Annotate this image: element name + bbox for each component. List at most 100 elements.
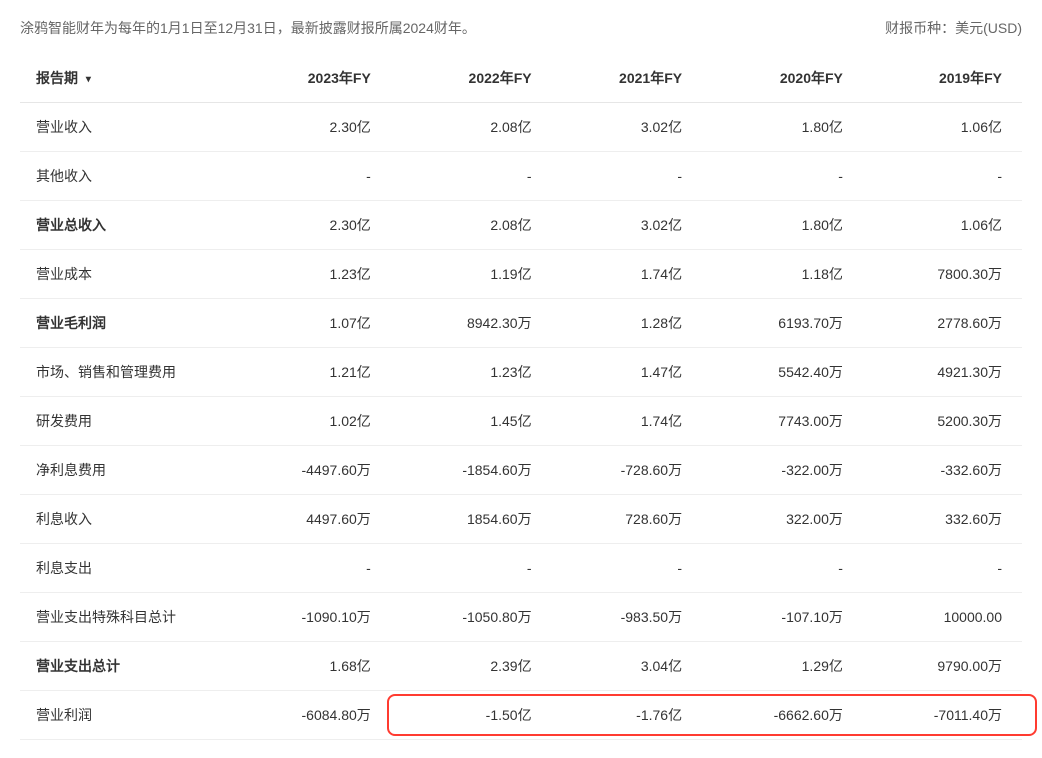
cell-value: -6084.80万 bbox=[230, 691, 391, 740]
table-header-row: 报告期 ▾ 2023年FY 2022年FY 2021年FY 2020年FY 20… bbox=[20, 54, 1022, 103]
cell-value: 7800.30万 bbox=[863, 250, 1022, 299]
cell-value: - bbox=[702, 152, 863, 201]
cell-value: 2.08亿 bbox=[391, 201, 552, 250]
table-row: 其他收入----- bbox=[20, 152, 1022, 201]
column-header: 2019年FY bbox=[863, 54, 1022, 103]
cell-value: 1.06亿 bbox=[863, 103, 1022, 152]
cell-value: - bbox=[230, 544, 391, 593]
table-row: 营业总收入2.30亿2.08亿3.02亿1.80亿1.06亿 bbox=[20, 201, 1022, 250]
currency-value: 美元(USD) bbox=[955, 20, 1022, 36]
cell-value: 4921.30万 bbox=[863, 348, 1022, 397]
cell-value: 2778.60万 bbox=[863, 299, 1022, 348]
cell-value: - bbox=[863, 152, 1022, 201]
cell-value: -6662.60万 bbox=[702, 691, 863, 740]
cell-value: 3.02亿 bbox=[552, 201, 703, 250]
cell-value: 1.23亿 bbox=[230, 250, 391, 299]
cell-value: 332.60万 bbox=[863, 495, 1022, 544]
currency-label: 财报币种： bbox=[885, 20, 955, 36]
header-bar: 涂鸦智能财年为每年的1月1日至12月31日，最新披露财报所属2024财年。 财报… bbox=[20, 18, 1022, 38]
row-label: 营业成本 bbox=[20, 250, 230, 299]
chevron-down-icon: ▾ bbox=[86, 74, 91, 85]
row-label: 营业毛利润 bbox=[20, 299, 230, 348]
row-label: 营业利润 bbox=[20, 691, 230, 740]
cell-value: 8942.30万 bbox=[391, 299, 552, 348]
row-label: 净利息费用 bbox=[20, 446, 230, 495]
cell-value: -983.50万 bbox=[552, 593, 703, 642]
currency-info: 财报币种：美元(USD) bbox=[885, 18, 1022, 38]
row-label: 营业收入 bbox=[20, 103, 230, 152]
cell-value: 5542.40万 bbox=[702, 348, 863, 397]
row-label: 利息收入 bbox=[20, 495, 230, 544]
cell-value: -1854.60万 bbox=[391, 446, 552, 495]
financial-table: 报告期 ▾ 2023年FY 2022年FY 2021年FY 2020年FY 20… bbox=[20, 54, 1022, 740]
cell-value: -1.76亿 bbox=[552, 691, 703, 740]
table-row: 营业支出特殊科目总计-1090.10万-1050.80万-983.50万-107… bbox=[20, 593, 1022, 642]
row-label: 营业支出特殊科目总计 bbox=[20, 593, 230, 642]
cell-value: 5200.30万 bbox=[863, 397, 1022, 446]
cell-value: 10000.00 bbox=[863, 593, 1022, 642]
fiscal-year-description: 涂鸦智能财年为每年的1月1日至12月31日，最新披露财报所属2024财年。 bbox=[20, 18, 476, 38]
cell-value: -7011.40万 bbox=[863, 691, 1022, 740]
cell-value: 1.68亿 bbox=[230, 642, 391, 691]
cell-value: -728.60万 bbox=[552, 446, 703, 495]
cell-value: 2.39亿 bbox=[391, 642, 552, 691]
period-header[interactable]: 报告期 ▾ bbox=[20, 54, 230, 103]
row-label: 利息支出 bbox=[20, 544, 230, 593]
cell-value: 1.07亿 bbox=[230, 299, 391, 348]
cell-value: -332.60万 bbox=[863, 446, 1022, 495]
table-row: 市场、销售和管理费用1.21亿1.23亿1.47亿5542.40万4921.30… bbox=[20, 348, 1022, 397]
table-row: 营业收入2.30亿2.08亿3.02亿1.80亿1.06亿 bbox=[20, 103, 1022, 152]
cell-value: 2.30亿 bbox=[230, 201, 391, 250]
cell-value: 1.28亿 bbox=[552, 299, 703, 348]
table-row: 营业支出总计1.68亿2.39亿3.04亿1.29亿9790.00万 bbox=[20, 642, 1022, 691]
table-row: 营业成本1.23亿1.19亿1.74亿1.18亿7800.30万 bbox=[20, 250, 1022, 299]
cell-value: 6193.70万 bbox=[702, 299, 863, 348]
cell-value: 1.74亿 bbox=[552, 397, 703, 446]
cell-value: -107.10万 bbox=[702, 593, 863, 642]
cell-value: 1.47亿 bbox=[552, 348, 703, 397]
cell-value: 1.23亿 bbox=[391, 348, 552, 397]
cell-value: 322.00万 bbox=[702, 495, 863, 544]
cell-value: 1.74亿 bbox=[552, 250, 703, 299]
column-header: 2023年FY bbox=[230, 54, 391, 103]
table-row: 净利息费用-4497.60万-1854.60万-728.60万-322.00万-… bbox=[20, 446, 1022, 495]
cell-value: -1050.80万 bbox=[391, 593, 552, 642]
cell-value: 1.80亿 bbox=[702, 103, 863, 152]
cell-value: 1.06亿 bbox=[863, 201, 1022, 250]
cell-value: 4497.60万 bbox=[230, 495, 391, 544]
row-label: 营业支出总计 bbox=[20, 642, 230, 691]
cell-value: - bbox=[552, 152, 703, 201]
cell-value: 9790.00万 bbox=[863, 642, 1022, 691]
cell-value: 1.19亿 bbox=[391, 250, 552, 299]
cell-value: -1.50亿 bbox=[391, 691, 552, 740]
cell-value: 1.02亿 bbox=[230, 397, 391, 446]
cell-value: 1.18亿 bbox=[702, 250, 863, 299]
table-row: 营业毛利润1.07亿8942.30万1.28亿6193.70万2778.60万 bbox=[20, 299, 1022, 348]
cell-value: - bbox=[391, 152, 552, 201]
cell-value: 7743.00万 bbox=[702, 397, 863, 446]
cell-value: -1090.10万 bbox=[230, 593, 391, 642]
row-label: 市场、销售和管理费用 bbox=[20, 348, 230, 397]
cell-value: 3.04亿 bbox=[552, 642, 703, 691]
cell-value: 2.08亿 bbox=[391, 103, 552, 152]
column-header: 2020年FY bbox=[702, 54, 863, 103]
cell-value: - bbox=[230, 152, 391, 201]
cell-value: 1.29亿 bbox=[702, 642, 863, 691]
table-row: 利息收入4497.60万1854.60万728.60万322.00万332.60… bbox=[20, 495, 1022, 544]
table-row: 利息支出----- bbox=[20, 544, 1022, 593]
cell-value: 1.80亿 bbox=[702, 201, 863, 250]
table-row: 研发费用1.02亿1.45亿1.74亿7743.00万5200.30万 bbox=[20, 397, 1022, 446]
cell-value: 1.21亿 bbox=[230, 348, 391, 397]
column-header: 2021年FY bbox=[552, 54, 703, 103]
row-label: 研发费用 bbox=[20, 397, 230, 446]
column-header: 2022年FY bbox=[391, 54, 552, 103]
cell-value: 3.02亿 bbox=[552, 103, 703, 152]
cell-value: 728.60万 bbox=[552, 495, 703, 544]
cell-value: - bbox=[702, 544, 863, 593]
cell-value: 2.30亿 bbox=[230, 103, 391, 152]
row-label: 其他收入 bbox=[20, 152, 230, 201]
cell-value: - bbox=[391, 544, 552, 593]
period-label: 报告期 bbox=[36, 70, 78, 86]
financial-table-wrapper: 报告期 ▾ 2023年FY 2022年FY 2021年FY 2020年FY 20… bbox=[20, 54, 1022, 740]
table-row: 营业利润-6084.80万-1.50亿-1.76亿-6662.60万-7011.… bbox=[20, 691, 1022, 740]
